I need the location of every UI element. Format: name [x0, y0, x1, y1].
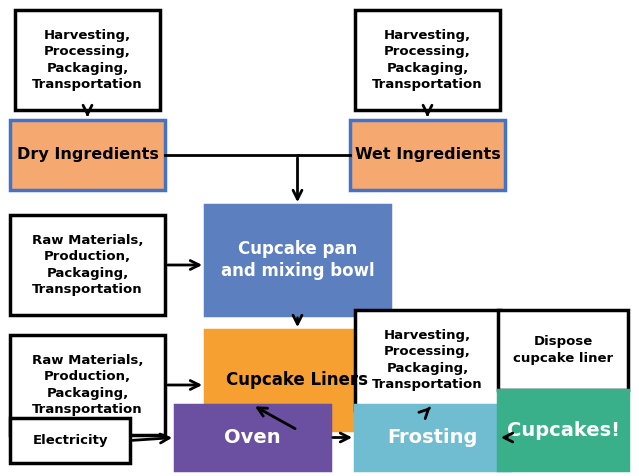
- Text: Dispose
cupcake liner: Dispose cupcake liner: [513, 335, 613, 365]
- FancyBboxPatch shape: [355, 310, 500, 410]
- FancyBboxPatch shape: [498, 390, 628, 470]
- FancyBboxPatch shape: [355, 405, 510, 470]
- FancyBboxPatch shape: [350, 120, 505, 190]
- Text: Cupcakes!: Cupcakes!: [507, 420, 619, 439]
- Text: Frosting: Frosting: [387, 428, 478, 447]
- Text: Harvesting,
Processing,
Packaging,
Transportation: Harvesting, Processing, Packaging, Trans…: [372, 29, 483, 91]
- FancyBboxPatch shape: [205, 330, 390, 430]
- FancyBboxPatch shape: [498, 310, 628, 390]
- Text: Raw Materials,
Production,
Packaging,
Transportation: Raw Materials, Production, Packaging, Tr…: [32, 354, 143, 416]
- FancyBboxPatch shape: [10, 215, 165, 315]
- Text: Harvesting,
Processing,
Packaging,
Transportation: Harvesting, Processing, Packaging, Trans…: [372, 329, 483, 391]
- Text: Raw Materials,
Production,
Packaging,
Transportation: Raw Materials, Production, Packaging, Tr…: [32, 234, 143, 296]
- Text: Dry Ingredients: Dry Ingredients: [17, 148, 158, 162]
- Text: Harvesting,
Processing,
Packaging,
Transportation: Harvesting, Processing, Packaging, Trans…: [32, 29, 142, 91]
- Text: Cupcake pan
and mixing bowl: Cupcake pan and mixing bowl: [220, 239, 374, 280]
- Text: Oven: Oven: [224, 428, 281, 447]
- FancyBboxPatch shape: [10, 120, 165, 190]
- Text: Cupcake Liners: Cupcake Liners: [226, 371, 369, 389]
- FancyBboxPatch shape: [175, 405, 330, 470]
- FancyBboxPatch shape: [355, 10, 500, 110]
- FancyBboxPatch shape: [205, 205, 390, 315]
- FancyBboxPatch shape: [10, 335, 165, 435]
- Text: Wet Ingredients: Wet Ingredients: [355, 148, 500, 162]
- FancyBboxPatch shape: [15, 10, 160, 110]
- FancyBboxPatch shape: [10, 418, 130, 463]
- Text: Electricity: Electricity: [32, 434, 108, 447]
